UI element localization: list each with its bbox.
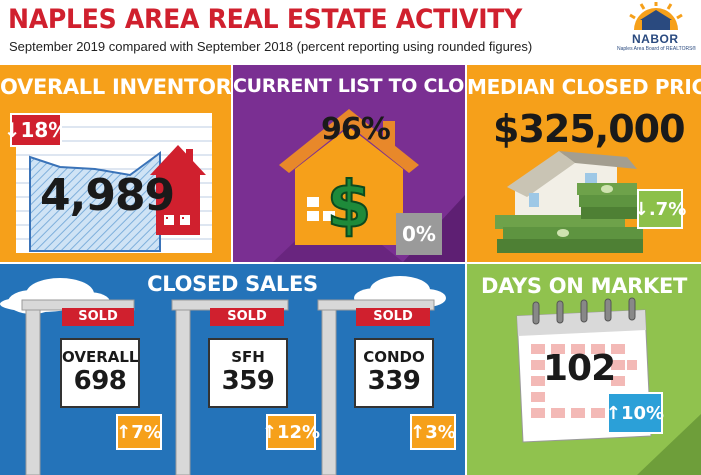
overall-label: OVERALL bbox=[62, 348, 139, 366]
list-to-closed-title: CURRENT LIST TO CLOSED bbox=[233, 75, 465, 97]
closed-sales-title: CLOSED SALES bbox=[147, 272, 318, 296]
money-stack-icon bbox=[495, 183, 643, 253]
down-arrow-icon: ↓ bbox=[3, 118, 21, 142]
panel-days-on-market: DAYS ON MARKET 102 ↑ 10% bbox=[467, 264, 701, 475]
up-arrow-icon: ↑ bbox=[410, 421, 426, 443]
sold-tag: SOLD bbox=[62, 308, 134, 326]
panel-closed-sales: CLOSED SALES SOLD OVERALL 698 ↑ 7% SOLD S… bbox=[0, 264, 465, 475]
days-on-market-title: DAYS ON MARKET bbox=[480, 274, 688, 298]
page-title: NAPLES AREA REAL ESTATE ACTIVITY bbox=[8, 4, 523, 35]
overall-change-badge: ↑ 7% bbox=[116, 414, 162, 450]
condo-change: 3% bbox=[425, 421, 456, 443]
house-icon bbox=[279, 109, 419, 245]
up-arrow-icon: ↑ bbox=[116, 421, 132, 443]
house-icon bbox=[150, 145, 206, 235]
sign-condo: CONDO 339 bbox=[354, 338, 434, 408]
overall-value: 698 bbox=[73, 366, 127, 396]
sfh-change: 12% bbox=[277, 421, 321, 443]
median-price-change: .7% bbox=[648, 198, 687, 220]
days-on-market-change-badge: ↑ 10% bbox=[605, 392, 665, 434]
money-house-illustration bbox=[495, 151, 643, 253]
condo-label: CONDO bbox=[363, 348, 425, 366]
median-price-title: MEDIAN CLOSED PRICE bbox=[467, 75, 701, 99]
header: NAPLES AREA REAL ESTATE ACTIVITY Septemb… bbox=[0, 0, 701, 62]
inventory-change: 18% bbox=[20, 118, 69, 142]
inventory-value: 4,989 bbox=[40, 170, 175, 221]
sign-overall: OVERALL 698 bbox=[60, 338, 140, 408]
closed-sales-illustration bbox=[0, 276, 446, 475]
up-arrow-icon: ↑ bbox=[261, 421, 277, 443]
sfh-change-badge: ↑ 12% bbox=[262, 414, 320, 450]
up-arrow-icon: ↑ bbox=[605, 402, 621, 424]
inventory-change-badge: ↓ 18% bbox=[4, 113, 68, 147]
days-on-market-value: 102 bbox=[543, 348, 616, 389]
panel-overall-inventory: OVERALL INVENTORY 4,989 ↓ 18% bbox=[0, 65, 231, 262]
days-on-market-change: 10% bbox=[621, 402, 665, 424]
page-subtitle: September 2019 compared with September 2… bbox=[9, 39, 533, 54]
sold-tag: SOLD bbox=[210, 308, 284, 326]
sold-tag: SOLD bbox=[356, 308, 430, 326]
median-price-value: $325,000 bbox=[493, 107, 686, 151]
sfh-value: 359 bbox=[221, 366, 275, 396]
down-arrow-icon: ↓ bbox=[633, 198, 649, 220]
panel-list-to-closed: CURRENT LIST TO CLOSED $ 96% 0% bbox=[233, 65, 465, 262]
inventory-title: OVERALL INVENTORY bbox=[0, 75, 231, 99]
logo-name: NABOR bbox=[632, 32, 679, 46]
list-to-closed-value: 96% bbox=[321, 112, 391, 147]
panel-median-closed-price: MEDIAN CLOSED PRICE $325,000 ↓ .7% bbox=[467, 65, 701, 262]
sign-sfh: SFH 359 bbox=[208, 338, 288, 408]
sun-logo-icon bbox=[629, 2, 683, 30]
inventory-chart-illustration bbox=[16, 113, 212, 253]
dollar-icon: $ bbox=[327, 169, 372, 243]
median-price-change-badge: ↓ .7% bbox=[633, 189, 687, 229]
list-to-closed-change-badge: 0% bbox=[396, 213, 442, 255]
condo-value: 339 bbox=[367, 366, 421, 396]
overall-change: 7% bbox=[131, 421, 162, 443]
logo-subtitle: Naples Area Board of REALTORS® bbox=[617, 46, 697, 52]
condo-change-badge: ↑ 3% bbox=[410, 414, 456, 450]
list-to-closed-change: 0% bbox=[402, 222, 436, 246]
sfh-label: SFH bbox=[231, 348, 265, 366]
